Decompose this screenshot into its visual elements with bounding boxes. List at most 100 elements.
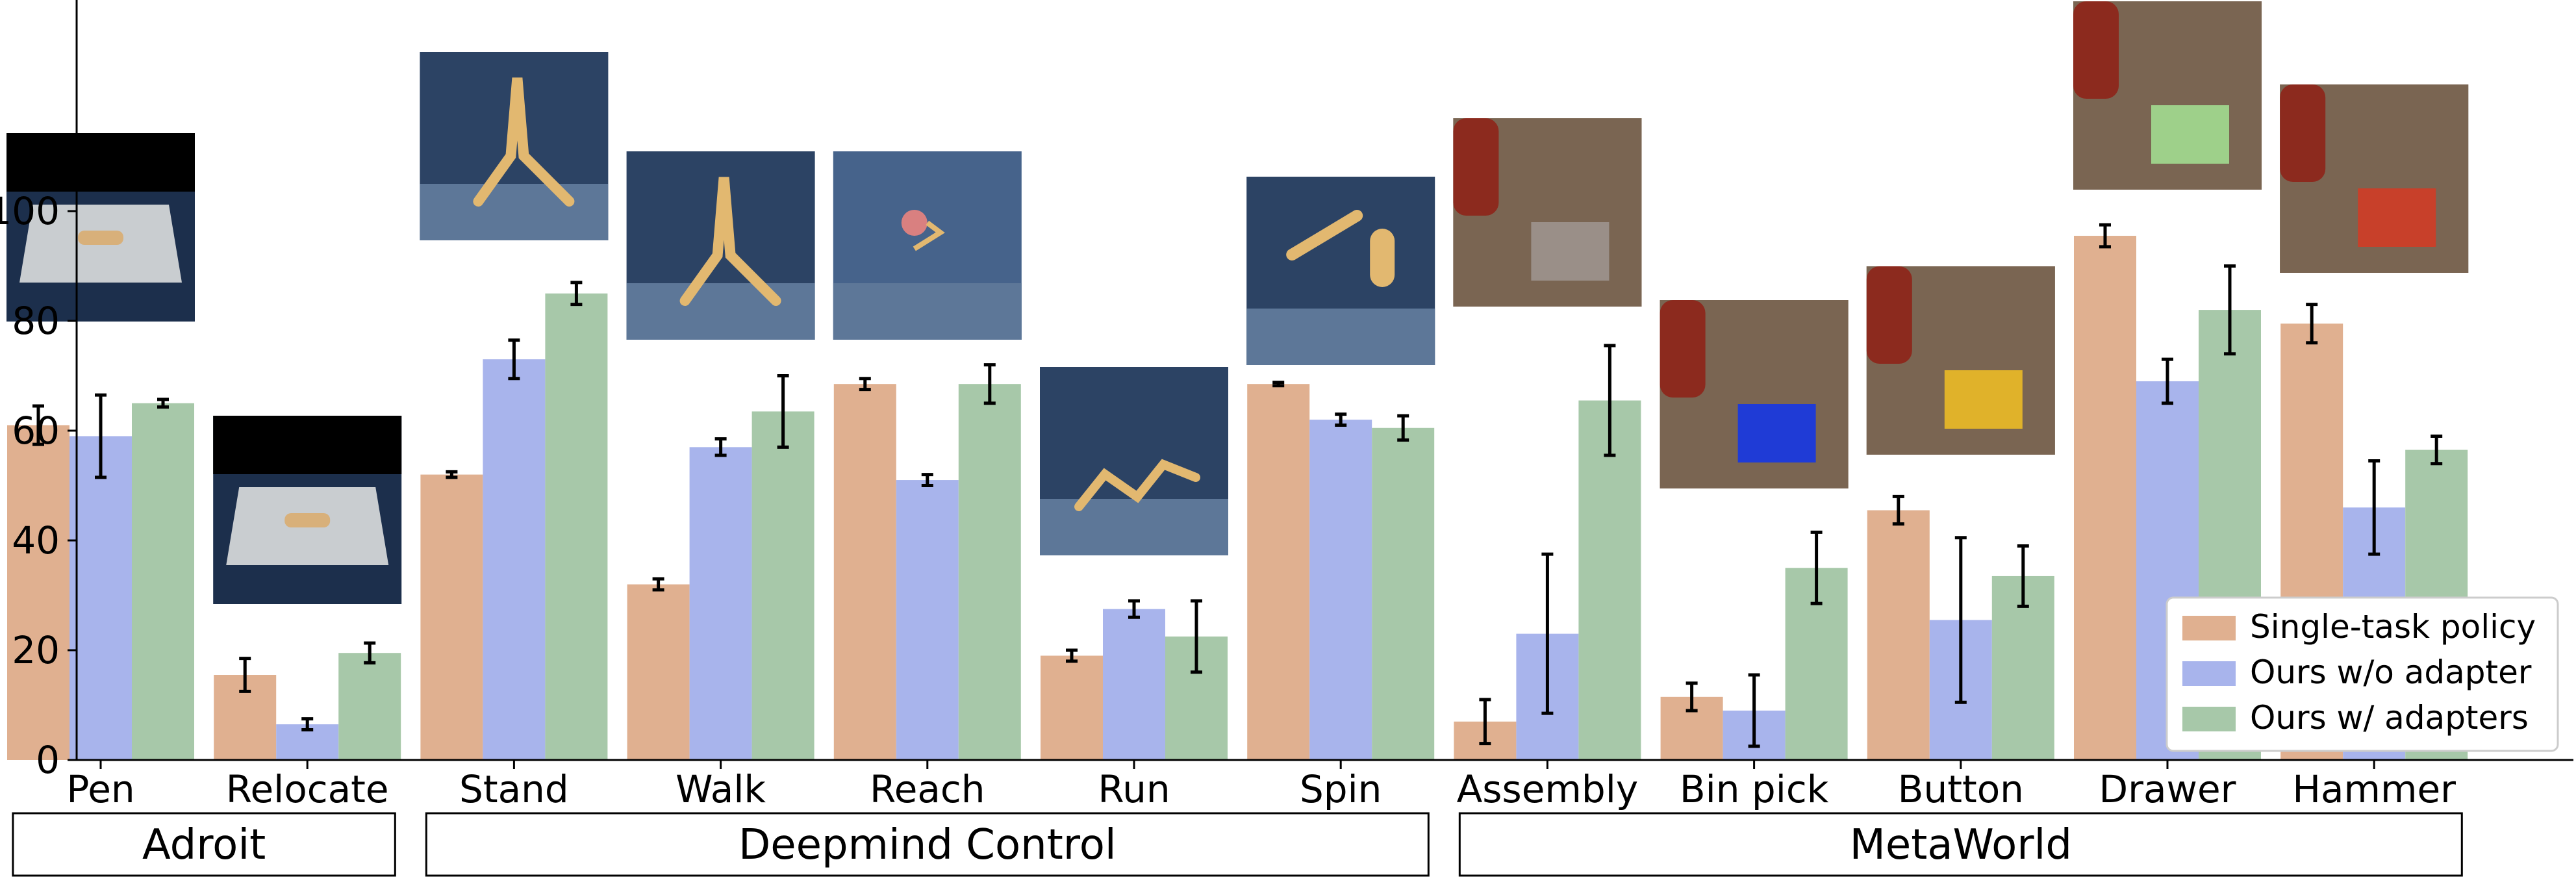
error-bar (1541, 552, 1554, 715)
task-object-shape (1737, 404, 1816, 462)
error-bars-layer (32, 223, 2443, 748)
bar (958, 384, 1021, 760)
walker-body-shape (1074, 459, 1200, 511)
x-tick-label: Relocate (226, 767, 389, 811)
legend-label: Ours w/o adapter (2250, 653, 2532, 691)
task-object-shape (1531, 222, 1610, 281)
error-bar (1810, 530, 1823, 605)
legend: Single-task policy Ours w/o adapter Ours w… (2166, 596, 2559, 752)
error-bar (570, 281, 583, 307)
bar (420, 474, 483, 760)
bar (545, 293, 608, 760)
error-bar (1128, 599, 1140, 619)
x-tick-label: Bin pick (1680, 767, 1829, 811)
robot-arm-shape (1866, 266, 1912, 364)
thumbnail-floor (626, 283, 815, 340)
sawyer-assembly-thumbnail-icon (1453, 118, 1642, 307)
bar (627, 584, 690, 760)
legend-swatch (2182, 707, 2236, 731)
error-bar (1066, 648, 1078, 663)
bar (132, 403, 194, 760)
bar (1247, 384, 1310, 760)
error-bar (1686, 681, 1698, 713)
bar (689, 447, 752, 760)
error-bar (2162, 357, 2173, 405)
walker-run-thumbnail-icon (1040, 367, 1228, 555)
adroit-pen-thumbnail-icon (6, 133, 195, 322)
error-bar (2224, 264, 2236, 356)
fingerspin-thumbnail-icon (1246, 177, 1435, 365)
axes-layer: 0 20 40 60 80 100 Pen Relocate Stand Walk Reach Run… (0, 0, 2573, 811)
sawyer-drawer-thumbnail-icon (2073, 1, 2262, 190)
hand-shape (284, 513, 331, 527)
error-bar (2431, 434, 2443, 466)
error-bar (859, 377, 871, 392)
thumbnail-floor (1040, 499, 1228, 555)
hand-shape (78, 231, 123, 245)
sawyer-button-thumbnail-icon (1866, 266, 2055, 455)
error-bar (1748, 673, 1760, 748)
y-tick-label: 80 (12, 299, 60, 343)
error-bar (364, 641, 376, 664)
error-bar (2306, 303, 2318, 345)
x-tick-label: Assembly (1457, 767, 1639, 811)
bar (338, 653, 401, 760)
bar (483, 359, 546, 760)
x-tick-label: Run (1098, 767, 1170, 811)
walker-body-shape (679, 177, 781, 306)
y-tick-label: 20 (12, 628, 60, 672)
bar (1041, 655, 1103, 760)
spinner-shape (1370, 229, 1395, 287)
bar (2074, 236, 2136, 760)
bar (833, 384, 896, 760)
sawyer-hammer-thumbnail-icon (2280, 84, 2469, 273)
x-tick-label: Hammer (2292, 767, 2456, 811)
reacher-arm-shape (913, 220, 945, 251)
error-bar (2099, 223, 2111, 249)
error-bar (95, 393, 107, 479)
adroit-relocate-thumbnail-icon (213, 416, 402, 604)
group-label: Deepmind Control (739, 821, 1117, 869)
bar (896, 480, 959, 760)
bar (1578, 400, 1641, 760)
error-bar (301, 717, 314, 732)
error-bar (2017, 544, 2029, 608)
bar (69, 436, 132, 760)
error-bar (1954, 536, 1967, 704)
error-bar (508, 338, 520, 381)
error-bar (777, 374, 789, 449)
x-tick-label: Stand (459, 767, 569, 811)
error-bar (983, 363, 996, 405)
x-tick-label: Button (1898, 767, 2024, 811)
walker-stand-thumbnail-icon (420, 52, 609, 240)
task-object-shape (2358, 188, 2436, 247)
task-object-shape (2151, 105, 2229, 164)
thumbnail-sky (213, 416, 402, 474)
error-bar (1335, 412, 1347, 427)
thumbnail-floor (833, 283, 1022, 340)
bar (1309, 420, 1372, 760)
group-label: MetaWorld (1850, 821, 2072, 869)
thumbnail-floor (1246, 309, 1435, 365)
benchmark-groups: Adroit Deepmind Control MetaWorld (12, 812, 2463, 877)
error-bar (1272, 381, 1285, 388)
error-bar (157, 398, 169, 409)
error-bar (2368, 459, 2380, 556)
error-bar (714, 437, 727, 457)
bar (1372, 427, 1435, 760)
error-bar (1892, 494, 1904, 526)
error-bar (1397, 414, 1409, 442)
task-object-shape (1944, 370, 2023, 429)
x-tick-label: Pen (66, 767, 134, 811)
reacher-reach-thumbnail-icon (833, 151, 1022, 340)
x-tick-label: Spin (1300, 767, 1382, 811)
error-bar (652, 577, 664, 592)
x-tick-label: Walk (676, 767, 766, 811)
bar (751, 411, 814, 760)
error-bar (921, 473, 933, 487)
y-tick-label: 0 (36, 738, 60, 782)
group-label: Adroit (142, 821, 266, 869)
group-box (425, 812, 1430, 877)
y-tick-label: 60 (12, 409, 60, 453)
